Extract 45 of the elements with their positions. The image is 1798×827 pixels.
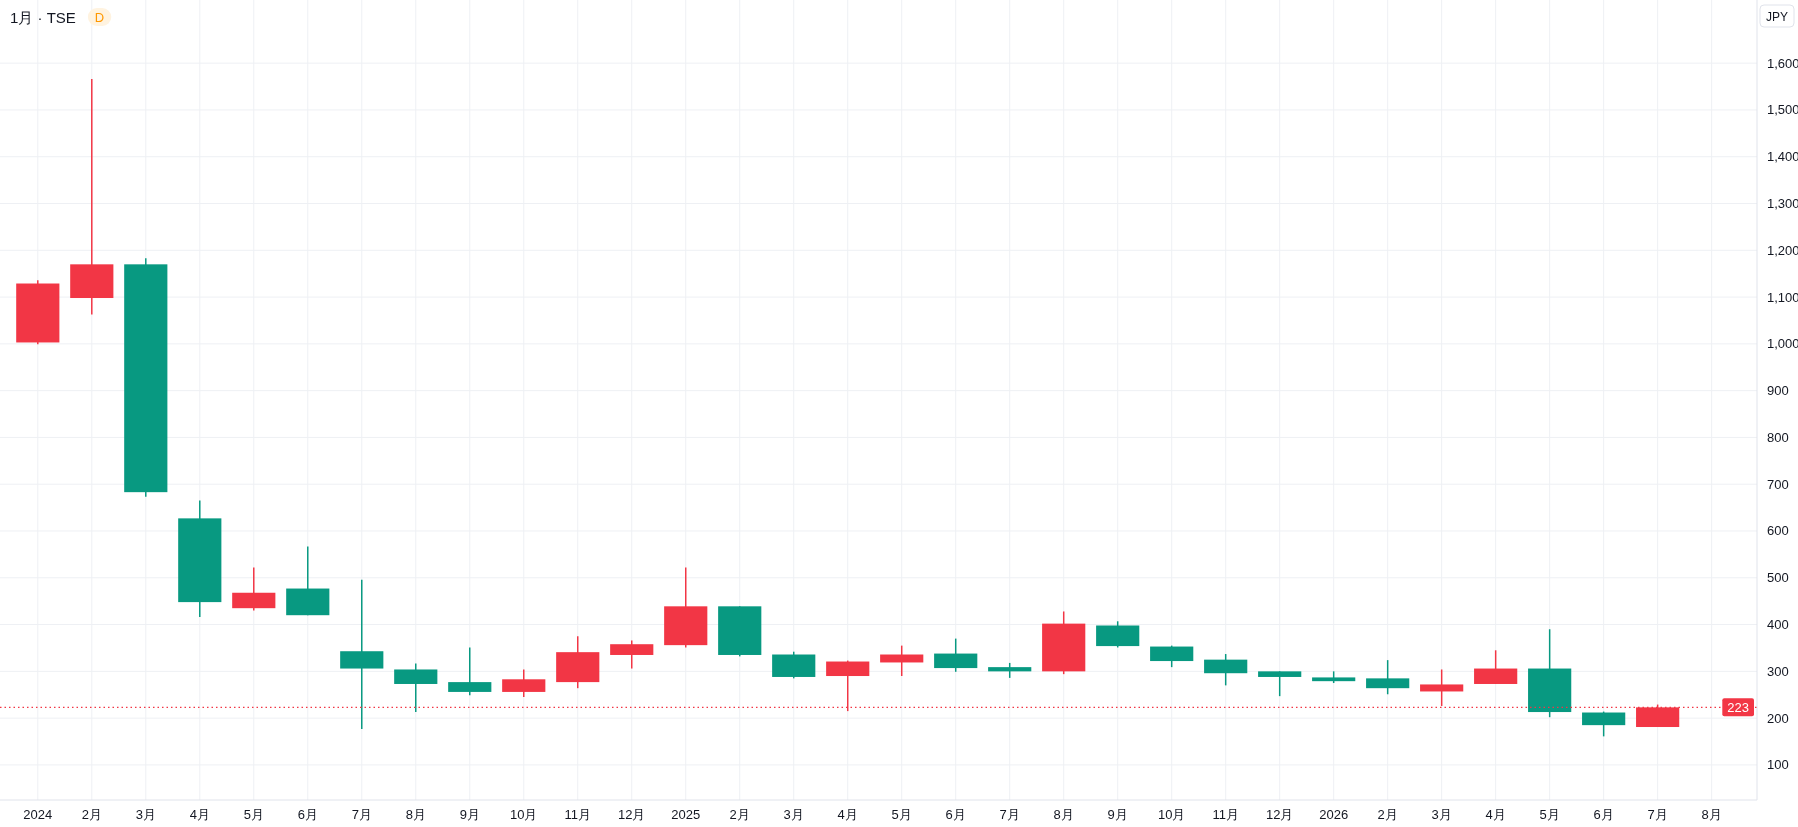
x-tick-label: 12月 xyxy=(618,806,646,822)
x-tick-label: 11月 xyxy=(564,806,591,822)
x-tick-label: 6月 xyxy=(1593,806,1614,822)
x-tick-label: 4月 xyxy=(837,806,858,822)
y-tick-label: 700 xyxy=(1767,476,1789,492)
x-tick-label: 8月 xyxy=(1701,806,1722,822)
x-tick-label: 10月 xyxy=(1157,806,1186,822)
x-tick-label: 7月 xyxy=(999,806,1020,822)
annotation: D xyxy=(94,9,105,25)
x-tick-label: 12月 xyxy=(1265,806,1294,822)
y-tick-label: 500 xyxy=(1767,570,1789,586)
x-tick-label: 5月 xyxy=(1539,806,1560,822)
y-axis-title: JPY xyxy=(1765,9,1788,24)
x-tick-label: 2月 xyxy=(1377,806,1398,822)
y-tick-label: 100 xyxy=(1767,757,1789,773)
x-tick-label: 2026 xyxy=(1319,806,1349,822)
x-tick-label: 3月 xyxy=(135,806,156,822)
x-tick-label: 5月 xyxy=(891,806,912,822)
y-tick-label: 900 xyxy=(1767,383,1789,399)
x-tick-label: 4月 xyxy=(1485,806,1506,822)
x-tick-label: 9月 xyxy=(459,806,480,822)
x-tick-label: 6月 xyxy=(945,806,966,822)
x-tick-label: 2025 xyxy=(671,806,701,822)
x-tick-label: 11月 xyxy=(1212,806,1239,822)
x-tick-label: 8月 xyxy=(405,806,426,822)
x-tick-label: 5月 xyxy=(243,806,264,822)
x-tick-label: 10月 xyxy=(510,806,538,822)
x-tick-label: 2024 xyxy=(23,806,53,822)
y-tick-label: 400 xyxy=(1767,617,1789,633)
text: 1月 · TSE xyxy=(10,8,76,26)
y-tick-label: 300 xyxy=(1767,663,1789,679)
x-tick-label: 3月 xyxy=(1431,806,1452,822)
x-tick-label: 8月 xyxy=(1053,806,1074,822)
x-tick-label: 3月 xyxy=(783,806,804,822)
x-tick-label: 2月 xyxy=(729,806,750,822)
y-tick-label: 800 xyxy=(1767,429,1789,445)
ref-line-label: 223 xyxy=(1727,700,1749,716)
x-tick-label: 2月 xyxy=(81,806,102,822)
y-tick-label: 600 xyxy=(1767,523,1789,539)
x-tick-label: 7月 xyxy=(1647,806,1668,822)
x-tick-label: 4月 xyxy=(189,806,210,822)
y-tick-label: 200 xyxy=(1767,710,1789,726)
x-tick-label: 7月 xyxy=(351,806,372,822)
x-tick-label: 6月 xyxy=(297,806,318,822)
x-tick-label: 9月 xyxy=(1107,806,1128,822)
